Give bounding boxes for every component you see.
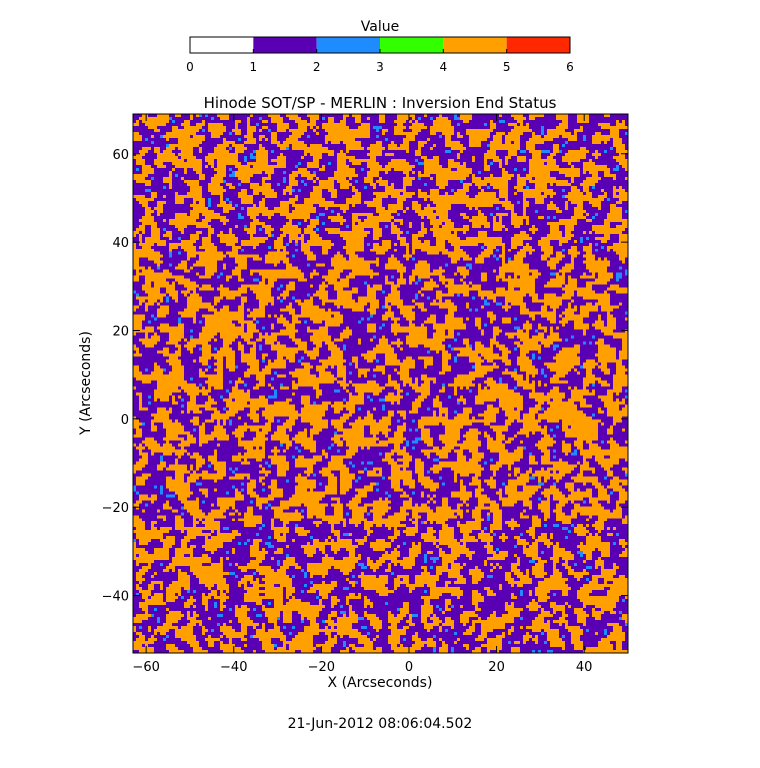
colorbar-segment xyxy=(380,37,444,53)
heatmap-cells xyxy=(133,114,628,653)
colorbar-tick-label: 4 xyxy=(440,60,448,74)
x-tick-label: −20 xyxy=(308,660,335,675)
colorbar-tick-label: 6 xyxy=(566,60,574,74)
colorbar-segment xyxy=(316,37,380,53)
colorbar-tick-label: 2 xyxy=(313,60,321,74)
colorbar-tick-label: 3 xyxy=(376,60,384,74)
y-tick-label: −40 xyxy=(102,590,129,605)
x-tick-label: 40 xyxy=(576,660,593,675)
x-tick-label: 20 xyxy=(488,660,505,675)
colorbar-tick-label: 5 xyxy=(503,60,511,74)
y-tick-label: 0 xyxy=(121,413,129,428)
x-tick-label: −60 xyxy=(132,660,159,675)
y-axis: −40 −20 0 20 40 60 xyxy=(102,148,628,605)
colorbar-segment xyxy=(253,37,317,53)
y-tick-label: 60 xyxy=(112,148,129,163)
timestamp: 21-Jun-2012 08:06:04.502 xyxy=(288,716,473,732)
y-tick-label: −20 xyxy=(102,501,129,516)
y-tick-label: 20 xyxy=(112,324,129,339)
colorbar-segment xyxy=(190,37,254,53)
colorbar: Value 0 1 2 3 4 5 6 xyxy=(186,19,574,74)
chart-title: Hinode SOT/SP - MERLIN : Inversion End S… xyxy=(204,94,557,112)
colorbar-tick-label: 1 xyxy=(250,60,258,74)
colorbar-ticks: 0 1 2 3 4 5 6 xyxy=(186,49,574,74)
x-axis-label: X (Arcseconds) xyxy=(328,675,433,691)
colorbar-tick-label: 0 xyxy=(186,60,194,74)
x-axis: −60 −40 −20 0 20 40 xyxy=(132,114,592,675)
colorbar-segment xyxy=(506,37,570,53)
plot-frame xyxy=(132,113,629,654)
x-tick-label: 0 xyxy=(405,660,413,675)
y-tick-label: 40 xyxy=(112,236,129,251)
y-axis-label: Y (Arcseconds) xyxy=(78,331,94,436)
colorbar-segment xyxy=(443,37,507,53)
colorbar-label: Value xyxy=(361,19,399,35)
x-tick-label: −40 xyxy=(220,660,247,675)
heatmap-plot: −60 −40 −20 0 20 40 −40 −20 0 20 40 60 xyxy=(102,113,629,675)
